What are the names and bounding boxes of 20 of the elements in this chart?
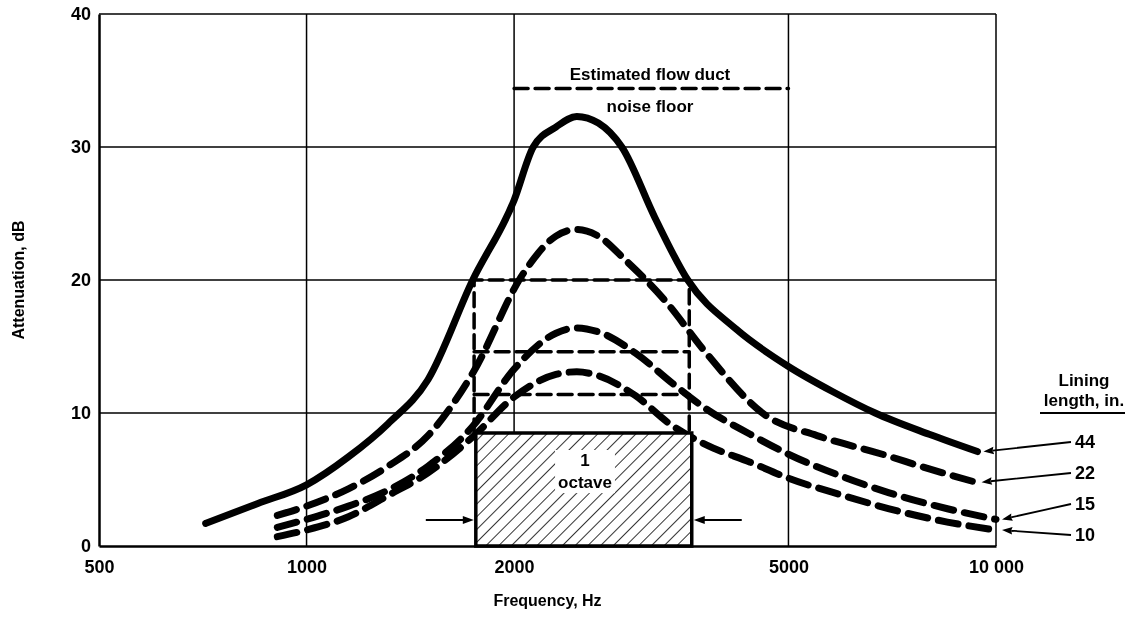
x-tick-label: 5000 <box>768 556 809 577</box>
x-axis-title: Frequency, Hz <box>493 592 602 609</box>
y-tick-label: 10 <box>70 403 91 424</box>
legend-title: Lining length, in. <box>1043 371 1125 411</box>
x-tick-label: 2000 <box>494 556 535 577</box>
legend-label: 10 <box>1075 525 1096 545</box>
x-tick-label: 1000 <box>287 556 328 577</box>
y-axis-title: Attenuation, dB <box>10 220 27 340</box>
y-tick-label: 0 <box>80 536 91 557</box>
x-tick-label: 500 <box>84 556 115 577</box>
legend-label: 15 <box>1075 494 1096 514</box>
legend-label: 22 <box>1075 463 1096 483</box>
y-tick-label: 40 <box>70 4 91 25</box>
y-tick-label: 30 <box>70 137 91 158</box>
y-tick-label: 20 <box>70 270 91 291</box>
annotation: 1 octave <box>558 451 612 493</box>
legend-label: 44 <box>1075 432 1096 452</box>
x-tick-label: 10 000 <box>968 556 1025 577</box>
annotation: noise floor <box>606 97 694 116</box>
annotation: Estimated flow duct <box>569 65 731 84</box>
